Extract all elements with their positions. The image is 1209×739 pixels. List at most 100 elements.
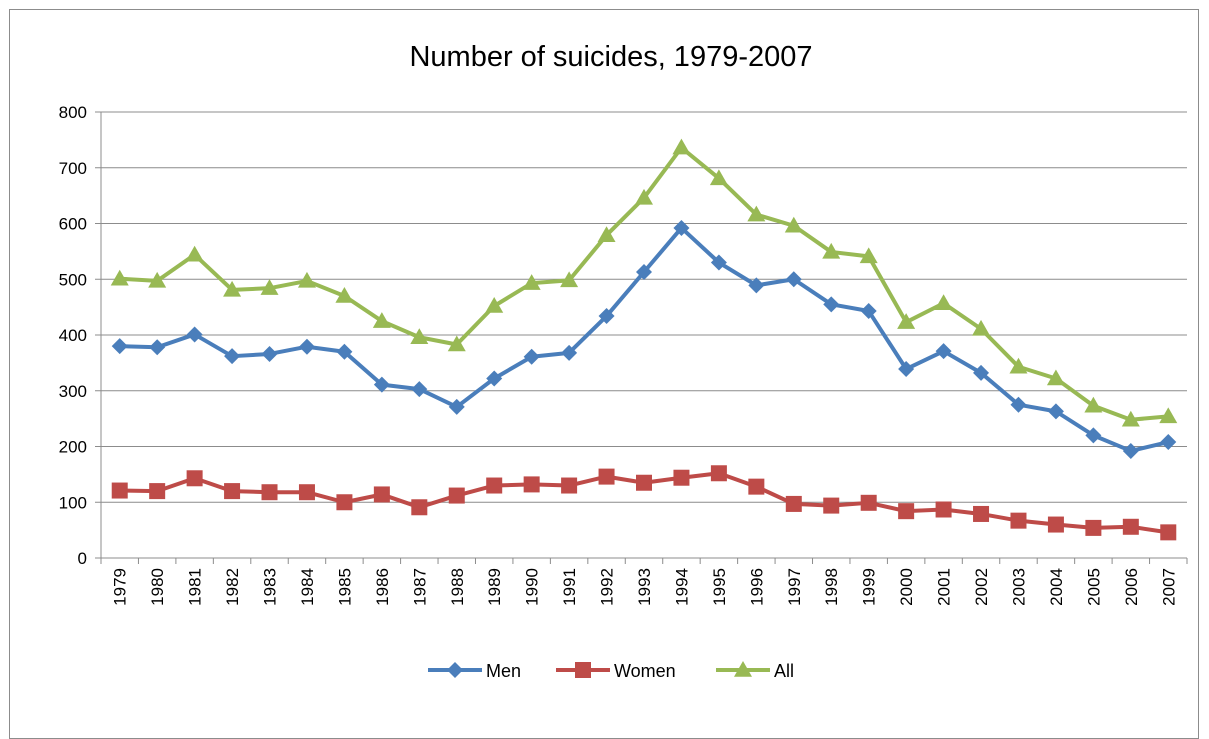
data-point-men <box>336 343 353 360</box>
legend: Men Women All <box>428 661 794 681</box>
data-point-men <box>111 338 128 355</box>
data-point-all <box>410 328 429 344</box>
x-tick-label: 1988 <box>448 568 467 606</box>
x-tick-label: 1990 <box>523 568 542 606</box>
x-tick-label: 1981 <box>186 568 205 606</box>
data-point-women <box>823 497 840 514</box>
x-tick-label: 1986 <box>373 568 392 606</box>
data-point-women <box>448 487 465 504</box>
x-tick-label: 1984 <box>298 568 317 606</box>
y-tick-label: 800 <box>59 103 87 122</box>
data-point-women <box>336 494 353 511</box>
chart-title: Number of suicides, 1979-2007 <box>409 41 812 73</box>
x-tick-label: 1989 <box>485 568 504 606</box>
y-tick-label: 0 <box>78 549 87 568</box>
data-point-men <box>1010 396 1027 413</box>
data-point-men <box>1122 442 1139 459</box>
y-tick-label: 700 <box>59 159 87 178</box>
data-point-women <box>261 484 278 501</box>
data-point-men <box>448 398 465 415</box>
data-point-all <box>1159 407 1178 424</box>
y-tick-label: 400 <box>59 326 87 345</box>
data-point-men <box>823 296 840 313</box>
data-point-all <box>597 226 616 242</box>
x-tick-label: 1980 <box>148 568 167 606</box>
data-point-all <box>522 274 541 290</box>
data-point-all <box>560 271 579 288</box>
data-point-men <box>1160 434 1177 451</box>
series-group <box>110 138 1178 541</box>
data-point-all <box>635 188 653 205</box>
data-point-women <box>149 483 166 500</box>
data-point-women <box>486 477 503 494</box>
x-tick-label: 1997 <box>785 568 804 606</box>
y-tick-label: 300 <box>59 382 87 401</box>
series-men <box>111 219 1177 459</box>
x-tick-label: 2000 <box>897 568 916 606</box>
data-point-all <box>672 138 691 155</box>
y-tick-label: 600 <box>59 215 87 234</box>
legend-item-women: Women <box>556 661 676 681</box>
data-point-men <box>860 303 877 320</box>
legend-marker-men <box>447 662 463 678</box>
x-tick-label: 2004 <box>1047 568 1066 606</box>
data-point-men <box>523 348 540 365</box>
data-point-men <box>935 343 952 360</box>
x-tick-label: 1983 <box>261 568 280 606</box>
data-point-all <box>934 294 953 310</box>
x-tick-label: 2002 <box>972 568 991 606</box>
data-point-men <box>598 308 615 325</box>
x-tick-label: 1993 <box>635 568 654 606</box>
data-point-women <box>673 469 690 486</box>
data-point-all <box>1046 369 1065 386</box>
data-point-men <box>373 376 390 393</box>
x-tick-label: 2006 <box>1122 568 1141 606</box>
x-tick-label: 2001 <box>935 568 954 606</box>
x-tick-label: 2005 <box>1084 568 1103 606</box>
line-chart: Number of suicides, 1979-2007 0 100 200 300… <box>59 41 1188 681</box>
data-point-women <box>373 486 390 503</box>
x-tick-label: 1992 <box>598 568 617 606</box>
data-point-all <box>297 271 316 288</box>
y-tick-label: 500 <box>59 270 87 289</box>
data-point-women <box>111 482 128 499</box>
x-tick-label: 1995 <box>710 568 729 606</box>
x-tick-label: 1987 <box>410 568 429 606</box>
data-point-men <box>898 361 915 378</box>
data-point-women <box>598 468 615 485</box>
y-tick-label: 100 <box>59 493 87 512</box>
legend-label-men: Men <box>486 661 521 681</box>
series-line-all <box>119 145 1169 422</box>
data-point-all <box>747 205 766 222</box>
legend-label-all: All <box>774 661 794 681</box>
x-tick-label: 1979 <box>111 568 130 606</box>
data-point-women <box>973 505 990 522</box>
data-point-men <box>261 345 278 362</box>
data-point-women <box>298 484 315 501</box>
data-point-men <box>224 348 241 365</box>
data-point-men <box>186 326 203 343</box>
legend-item-men: Men <box>428 661 521 681</box>
data-point-men <box>411 381 428 398</box>
data-point-men <box>710 254 727 271</box>
data-point-men <box>298 338 315 355</box>
data-point-men <box>973 364 990 381</box>
data-point-men <box>673 219 690 236</box>
x-tick-label: 1999 <box>860 568 879 606</box>
data-point-women <box>1085 519 1102 536</box>
data-point-women <box>411 499 428 516</box>
data-point-all <box>1009 357 1028 374</box>
legend-marker-all <box>734 661 752 677</box>
x-tick-label: 1982 <box>223 568 242 606</box>
data-point-all <box>822 242 841 259</box>
data-point-all <box>709 169 728 186</box>
data-point-women <box>1047 516 1064 533</box>
data-point-all <box>485 297 504 313</box>
data-point-women <box>898 503 915 520</box>
data-point-all <box>1121 410 1140 427</box>
data-point-men <box>486 370 503 387</box>
series-women <box>111 465 1177 541</box>
data-point-all <box>372 312 391 328</box>
x-tick-label: 1996 <box>747 568 766 606</box>
x-axis-ticks: 1979 1980 1981 1982 1983 1984 1985 1986 1987 1988… <box>111 568 1179 606</box>
